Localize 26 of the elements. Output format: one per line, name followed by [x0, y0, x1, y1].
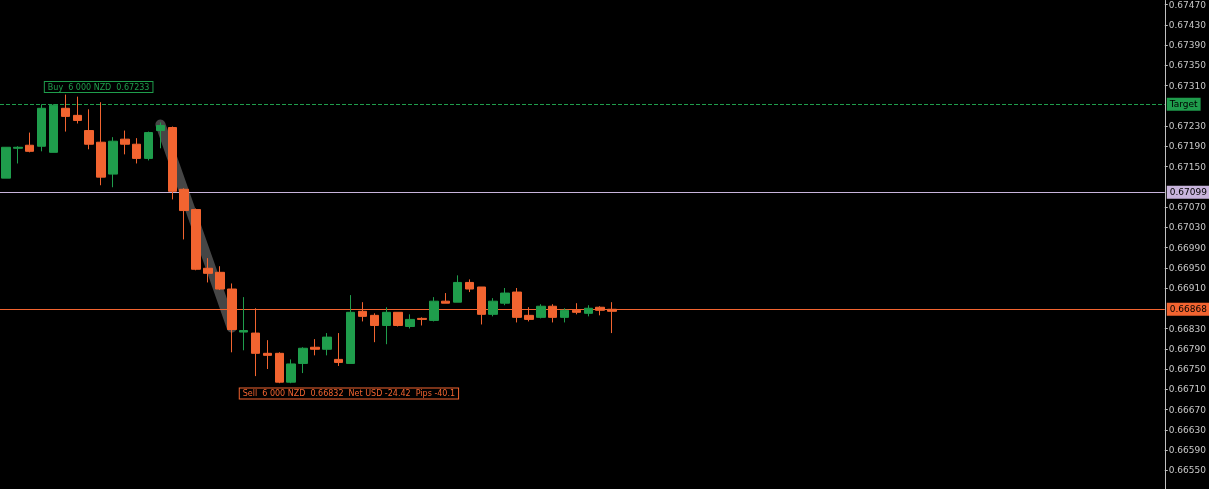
y-tick-label: 0.67310	[1168, 80, 1207, 91]
y-tick-label: 0.66590	[1168, 445, 1207, 456]
y-tick-label: 0.67190	[1168, 141, 1207, 152]
y-tick-label: 0.67150	[1168, 161, 1207, 172]
y-tick-label: 0.66630	[1168, 424, 1207, 435]
y-tick-label: 0.66710	[1168, 384, 1207, 395]
y-tick-label: 0.67470	[1168, 0, 1207, 10]
y-tick-label: 0.66950	[1168, 262, 1207, 273]
y-tick-label: 0.66550	[1168, 465, 1207, 476]
ref-line-label: Target	[1168, 99, 1199, 110]
y-tick-label: 0.67230	[1168, 121, 1207, 131]
y-tick-label: 0.66830	[1168, 323, 1207, 334]
y-tick-label: 0.66750	[1168, 364, 1207, 375]
y-tick-label: 0.66790	[1168, 343, 1207, 354]
y-tick-label: 0.67430	[1168, 19, 1207, 30]
y-tick-label: 0.66670	[1168, 404, 1207, 415]
y-tick-label: 0.66990	[1168, 242, 1207, 253]
y-tick-label: 0.67070	[1168, 202, 1207, 213]
y-tick-label: 0.67390	[1168, 40, 1207, 50]
annotation: Sell 6 000 NZD 0.66832 Net USD -24.42 Pips -40.1	[242, 389, 456, 398]
annotation: Buy 6 000 NZD 0.67233	[47, 82, 150, 92]
y-tick-label: 0.67030	[1168, 222, 1207, 233]
y-tick-label: 0.67350	[1168, 60, 1207, 71]
ref-line-label: 0.66868	[1169, 304, 1208, 315]
y-tick-label: 0.66910	[1168, 283, 1207, 294]
ref-line-label: 0.67099	[1169, 187, 1208, 198]
